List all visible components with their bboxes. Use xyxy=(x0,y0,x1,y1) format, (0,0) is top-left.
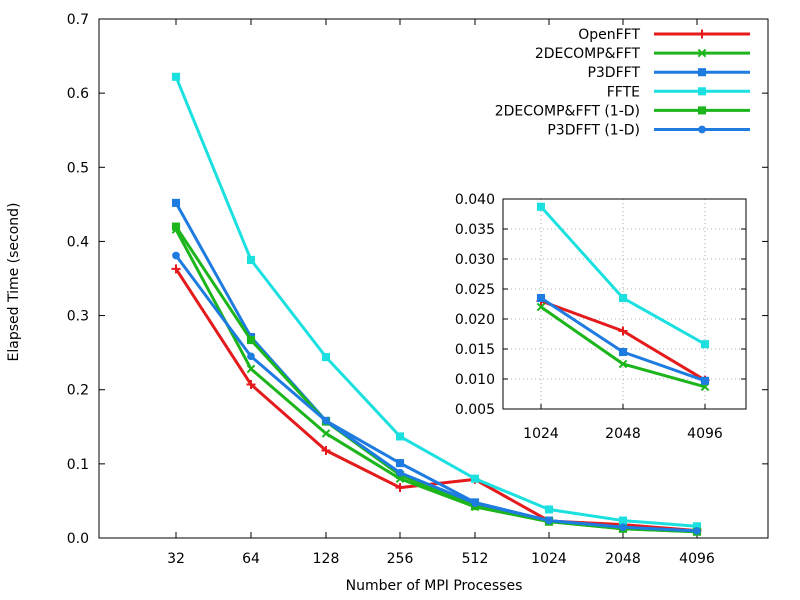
legend-label: P3DFFT xyxy=(587,65,640,81)
y-tick-label: 0.2 xyxy=(67,383,89,399)
data-point xyxy=(471,499,479,507)
y-tick-label: 0.3 xyxy=(67,309,89,325)
series-3 xyxy=(171,72,702,531)
x-tick-label: 32 xyxy=(167,551,185,567)
inset-x-tick-label: 1024 xyxy=(523,426,559,442)
legend-marker xyxy=(697,68,707,77)
x-tick-label: 1024 xyxy=(531,551,567,567)
inset-data-point xyxy=(618,347,628,357)
legend-label: P3DFFT (1-D) xyxy=(547,123,640,139)
x-tick-label: 64 xyxy=(242,551,260,567)
inset-y-tick-label: 0.005 xyxy=(455,402,495,418)
inset-series-2 xyxy=(536,293,710,385)
inset-x-tick-label: 4096 xyxy=(687,426,723,442)
data-point xyxy=(618,516,628,525)
data-point xyxy=(171,198,181,207)
x-tick-label: 512 xyxy=(462,551,489,567)
y-axis-label: Elapsed Time (second) xyxy=(6,202,22,361)
inset-y-tick-label: 0.025 xyxy=(455,282,495,298)
data-point xyxy=(172,251,180,260)
inset-data-point xyxy=(618,359,628,369)
legend-marker xyxy=(697,48,707,58)
data-point xyxy=(321,446,331,456)
series-5 xyxy=(172,251,701,535)
legend-marker xyxy=(698,125,706,134)
data-point xyxy=(544,505,554,514)
inset-y-tick-label: 0.020 xyxy=(455,312,495,328)
inset-series-1 xyxy=(536,302,710,392)
series-line xyxy=(174,254,698,533)
data-point xyxy=(619,523,627,532)
inset-data-point xyxy=(536,302,546,312)
inset-data-point xyxy=(536,293,546,303)
inset-y-tick-label: 0.040 xyxy=(455,192,495,208)
series-line xyxy=(174,76,698,528)
inset-frame xyxy=(502,198,747,410)
data-point xyxy=(322,417,330,425)
data-point xyxy=(171,72,181,81)
legend-label: 2DECOMP&FFT (1-D) xyxy=(495,103,640,119)
data-point xyxy=(171,222,181,231)
legend-label: 2DECOMP&FFT xyxy=(535,46,641,62)
x-tick-label: 256 xyxy=(387,551,414,567)
data-point xyxy=(321,429,331,438)
y-tick-label: 0.6 xyxy=(67,86,89,102)
inset-y-tick-label: 0.035 xyxy=(455,222,495,238)
inset-background xyxy=(503,199,746,409)
inset-plot: 0.005 0.010 0.015 0.020 0.025 0.030 0.035 0.040… xyxy=(455,192,747,442)
x-tick-label: 2048 xyxy=(605,551,641,567)
plot-frame xyxy=(98,18,769,539)
data-point xyxy=(171,264,181,274)
data-point xyxy=(321,353,331,362)
legend-marker xyxy=(697,106,707,115)
inset-x-tick-label: 2048 xyxy=(605,426,641,442)
inset-data-point xyxy=(700,340,710,349)
legend: OpenFFT 2DECOMP&FFT P3DFFT FFTE 2DECOMP&FFT … xyxy=(495,27,750,139)
inset-data-point xyxy=(618,293,628,303)
data-point xyxy=(545,516,553,525)
inset-series-3 xyxy=(536,202,710,349)
inset-y-tick-label: 0.015 xyxy=(455,342,495,358)
x-tick-label: 4096 xyxy=(679,551,715,567)
data-point xyxy=(396,468,404,477)
y-tick-label: 0.1 xyxy=(67,457,89,473)
legend-label: FFTE xyxy=(607,84,640,100)
data-point xyxy=(246,255,256,265)
inset-y-tick-label: 0.010 xyxy=(455,372,495,388)
data-point xyxy=(395,459,405,468)
y-tick-label: 0.7 xyxy=(67,12,89,28)
data-point xyxy=(246,380,256,390)
inset-data-point xyxy=(700,376,710,385)
x-tick-label: 128 xyxy=(313,551,340,567)
y-tick-label: 0.4 xyxy=(67,234,89,250)
data-point xyxy=(692,522,702,531)
legend-marker xyxy=(697,87,707,96)
y-tick-label: 0.0 xyxy=(67,531,89,547)
data-point xyxy=(247,352,255,361)
main-plot: 0.0 0.1 0.2 0.3 0.4 0.5 0.6 0.7 32 64 128 256 512 102… xyxy=(67,12,769,567)
y-tick-label: 0.5 xyxy=(67,160,89,176)
inset-y-tick-label: 0.030 xyxy=(455,252,495,268)
legend-label: OpenFFT xyxy=(578,27,640,43)
data-point xyxy=(395,483,405,493)
inset-data-point xyxy=(536,202,546,211)
data-point xyxy=(395,432,405,441)
inset-data-point xyxy=(618,326,628,336)
x-axis-label: Number of MPI Processes xyxy=(346,578,523,594)
data-point xyxy=(246,364,256,374)
legend-marker xyxy=(697,29,707,39)
data-point xyxy=(693,527,701,535)
data-point xyxy=(470,474,480,483)
data-point xyxy=(246,335,256,345)
